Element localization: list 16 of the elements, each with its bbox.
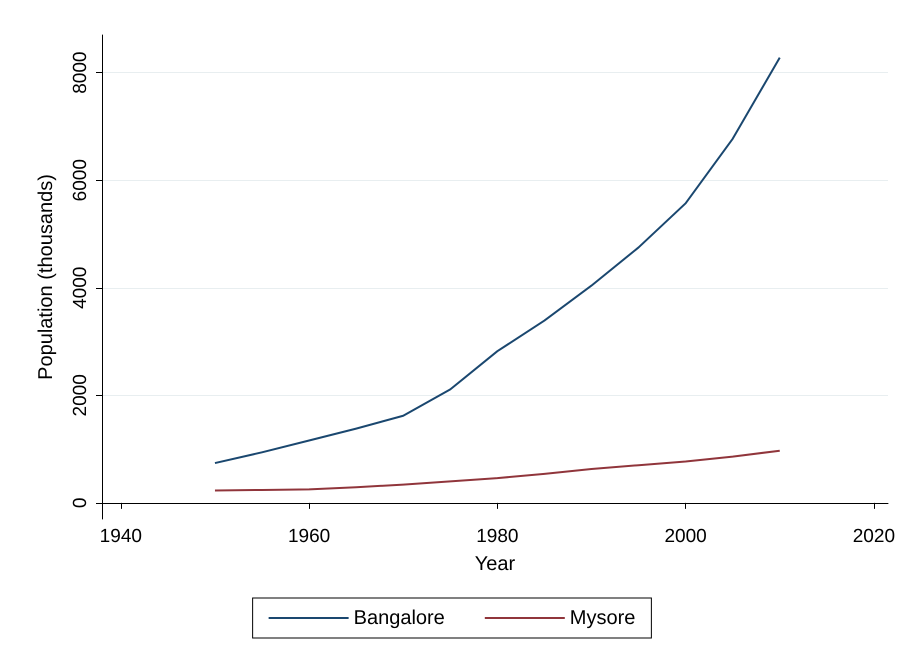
x-tick-label: 2020 bbox=[852, 526, 896, 547]
line-series bbox=[214, 450, 781, 492]
x-tick-label: 1980 bbox=[476, 526, 518, 547]
y-tick-label: 4000 bbox=[70, 266, 91, 309]
legend-label: Mysore bbox=[570, 607, 636, 629]
line-series bbox=[214, 56, 781, 464]
y-tick-label: 0 bbox=[70, 498, 91, 508]
y-tick-label: 6000 bbox=[70, 159, 91, 202]
y-tick-label: 2000 bbox=[70, 374, 91, 416]
x-tick-label: 2000 bbox=[664, 526, 707, 547]
y-axis-title: Population (thousands) bbox=[35, 174, 57, 380]
legend-label: Bangalore bbox=[354, 607, 445, 629]
x-axis-title: Year bbox=[474, 553, 516, 575]
x-tick-label: 1940 bbox=[100, 526, 142, 547]
y-tick-label: 8000 bbox=[70, 52, 91, 94]
x-tick-label: 1960 bbox=[288, 526, 330, 547]
